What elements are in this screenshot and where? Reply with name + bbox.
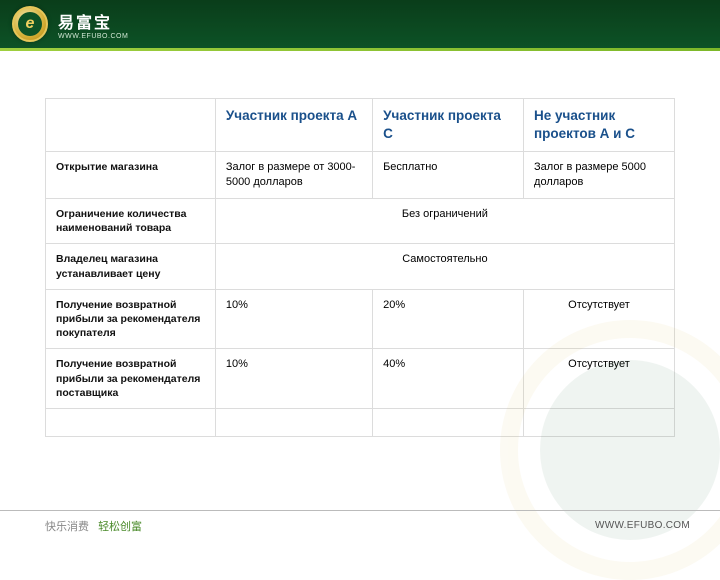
brand-logo: e bbox=[12, 6, 48, 42]
row-label: Получение возвратной прибыли за рекоменд… bbox=[46, 349, 216, 409]
row-label: Получение возвратной прибыли за рекоменд… bbox=[46, 289, 216, 349]
row-label: Владелец магазина устанавливает цену bbox=[46, 244, 216, 289]
table-row-empty bbox=[46, 408, 675, 436]
cell: 40% bbox=[373, 349, 524, 409]
row-label: Ограничение количества наименований това… bbox=[46, 199, 216, 244]
table-row: Получение возвратной прибыли за рекоменд… bbox=[46, 289, 675, 349]
comparison-table: Участник проекта А Участник проекта С Не… bbox=[45, 98, 675, 437]
th-blank bbox=[46, 99, 216, 152]
footer-url: WWW.EFUBO.COM bbox=[595, 520, 690, 531]
content-area: Участник проекта А Участник проекта С Не… bbox=[0, 48, 720, 437]
footer-left: 快乐消费 轻松创富 bbox=[45, 518, 142, 534]
cell: Залог в размере 5000 долларов bbox=[524, 152, 675, 199]
cell-merged: Без ограничений bbox=[215, 199, 674, 244]
cell-merged: Самостоятельно bbox=[215, 244, 674, 289]
table-row: Ограничение количества наименований това… bbox=[46, 199, 675, 244]
brand-name: 易富宝 bbox=[58, 9, 128, 33]
footer-text-grey: 快乐消费 bbox=[45, 521, 89, 533]
brand-text: 易富宝 WWW.EFUBO.COM bbox=[58, 9, 128, 40]
cell: Бесплатно bbox=[373, 152, 524, 199]
th-non-participant: Не участник проектов А и С bbox=[524, 99, 675, 152]
table-row: Получение возвратной прибыли за рекоменд… bbox=[46, 349, 675, 409]
footer: 快乐消费 轻松创富 WWW.EFUBO.COM bbox=[0, 510, 720, 540]
app-header: e 易富宝 WWW.EFUBO.COM bbox=[0, 0, 720, 48]
table-header-row: Участник проекта А Участник проекта С Не… bbox=[46, 99, 675, 152]
cell: Отсутствует bbox=[524, 289, 675, 349]
row-label: Открытие магазина bbox=[46, 152, 216, 199]
cell: Отсутствует bbox=[524, 349, 675, 409]
footer-text-green: 轻松创富 bbox=[98, 521, 142, 533]
th-project-a: Участник проекта А bbox=[215, 99, 372, 152]
cell: 20% bbox=[373, 289, 524, 349]
th-project-c: Участник проекта С bbox=[373, 99, 524, 152]
table-row: Открытие магазина Залог в размере от 300… bbox=[46, 152, 675, 199]
cell: 10% bbox=[215, 289, 372, 349]
brand-logo-letter: e bbox=[18, 12, 42, 36]
cell: Залог в размере от 3000-5000 долларов bbox=[215, 152, 372, 199]
brand-url: WWW.EFUBO.COM bbox=[58, 33, 128, 40]
cell: 10% bbox=[215, 349, 372, 409]
table-row: Владелец магазина устанавливает цену Сам… bbox=[46, 244, 675, 289]
